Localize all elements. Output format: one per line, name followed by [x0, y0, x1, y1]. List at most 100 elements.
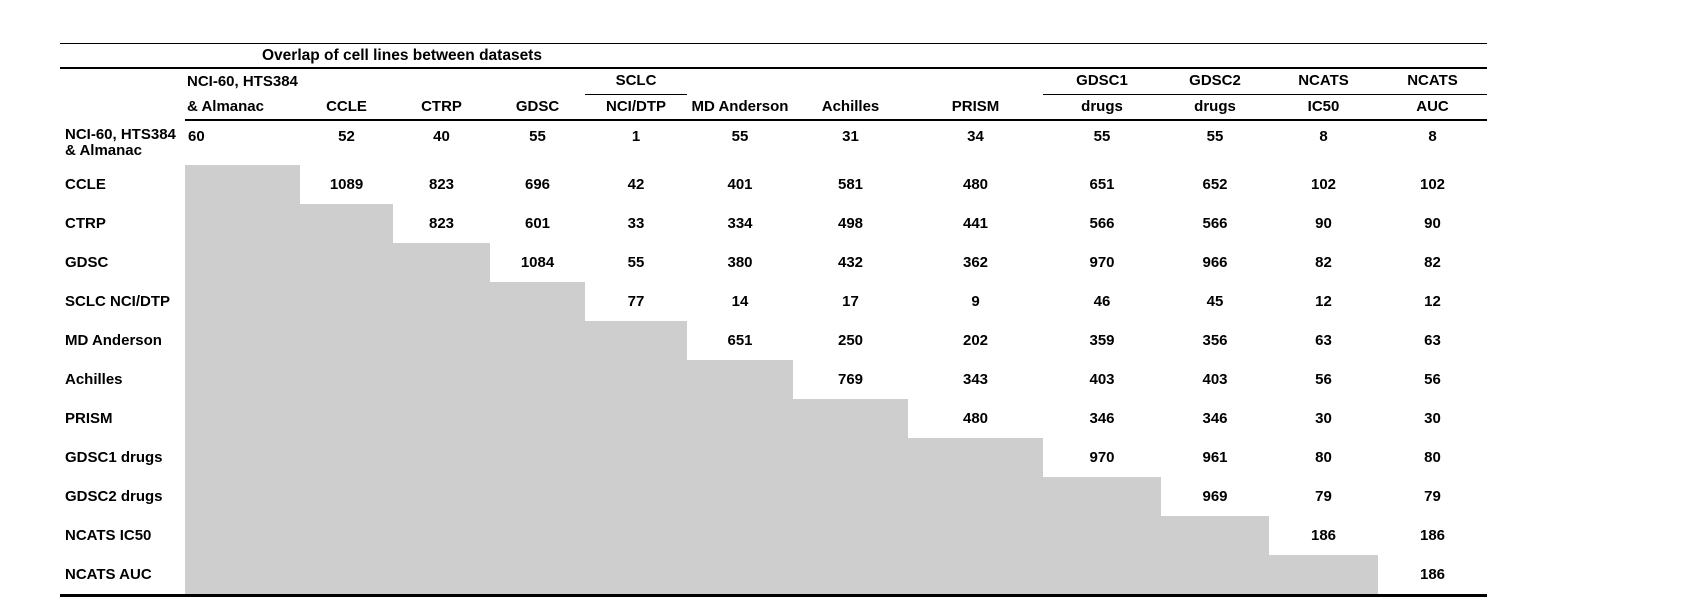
shaded-cell [490, 360, 585, 399]
overlap-value-cell: 17 [842, 293, 859, 310]
shaded-cell [393, 282, 490, 321]
shaded-cell [300, 516, 393, 555]
shaded-cell [490, 555, 585, 594]
overlap-value-cell: 102 [1310, 176, 1337, 193]
column-header-line1 [393, 69, 490, 94]
shaded-cell [908, 516, 1043, 555]
corner-cell [60, 94, 185, 120]
overlap-value-cell: 1084 [520, 254, 555, 271]
overlap-value-cell: 14 [731, 293, 749, 310]
overlap-value-cell: 403 [1089, 371, 1115, 388]
overlap-value-cell: 356 [1202, 332, 1228, 349]
overlap-value-cell: 30 [1315, 410, 1332, 427]
shaded-cell [185, 555, 300, 594]
overlap-value-cell: 56 [1315, 371, 1332, 388]
column-header-line1 [793, 69, 908, 94]
column-header-line1 [490, 69, 585, 94]
column-header: MD Anderson [687, 94, 793, 121]
column-header: Achilles [793, 94, 908, 121]
column-header-line1 [687, 69, 793, 94]
table-row: NCATS AUC 186 [60, 555, 1487, 594]
overlap-value-cell: 82 [1315, 254, 1332, 271]
overlap-value-cell: 362 [962, 254, 989, 271]
shaded-cell [300, 477, 393, 516]
overlap-value-cell: 966 [1202, 254, 1228, 271]
column-header-line1: NCATS [1378, 69, 1487, 95]
overlap-value-cell: 82 [1424, 254, 1441, 271]
overlap-value-cell: 403 [1202, 371, 1228, 388]
shaded-cell [300, 438, 393, 477]
overlap-value-cell: 823 [428, 215, 455, 232]
overlap-value-cell: 90 [1424, 215, 1441, 232]
column-header-line1 [908, 69, 1043, 94]
row-label: CTRP [65, 214, 106, 232]
overlap-value-cell: 432 [837, 254, 864, 271]
overlap-value-cell: 52 [338, 128, 355, 145]
shaded-cell [585, 516, 687, 555]
overlap-value-cell: 12 [1424, 293, 1441, 310]
table-header: NCI-60, HTS384 SCLC GDSC1 GDSC2 NCATS NCATS & … [60, 69, 1487, 121]
shaded-cell [490, 516, 585, 555]
overlap-value-cell: 566 [1202, 215, 1228, 232]
shaded-cell [687, 360, 793, 399]
shaded-cell [185, 165, 300, 204]
shaded-cell [793, 399, 908, 438]
row-label: NCI-60, HTS384 & Almanac [65, 126, 176, 159]
row-label: NCATS AUC [65, 565, 152, 583]
row-label: PRISM [65, 409, 113, 427]
overlap-value-cell: 480 [962, 176, 989, 193]
overlap-value-cell: 334 [727, 215, 753, 232]
corner-cell [60, 69, 185, 94]
overlap-value-cell: 961 [1202, 449, 1228, 466]
shaded-cell [393, 360, 490, 399]
overlap-value-cell: 498 [837, 215, 864, 232]
shaded-cell [1043, 555, 1161, 594]
shaded-cell [687, 477, 793, 516]
shaded-cell [1043, 477, 1161, 516]
overlap-value-cell: 31 [842, 128, 859, 145]
overlap-value-cell: 696 [524, 176, 551, 193]
shaded-cell [185, 204, 300, 243]
shaded-cell [793, 516, 908, 555]
column-header-line1 [300, 69, 393, 94]
shaded-cell [490, 477, 585, 516]
shaded-cell [185, 477, 300, 516]
table-row: NCI-60, HTS384 & Almanac 60 52 40 55 1 55 31 34 5… [60, 120, 1487, 165]
overlap-value-cell: 77 [627, 293, 645, 310]
overlap-value-cell: 581 [837, 176, 864, 193]
column-header: & Almanac [185, 94, 300, 121]
shaded-cell [393, 555, 490, 594]
column-header: AUC [1378, 94, 1487, 121]
shaded-cell [490, 282, 585, 321]
overlap-value-cell: 652 [1202, 176, 1228, 193]
overlap-value-cell: 79 [1424, 488, 1441, 505]
column-header-line1: NCI-60, HTS384 [187, 72, 298, 90]
shaded-cell [585, 321, 687, 360]
overlap-value-cell: 651 [1089, 176, 1115, 193]
shaded-cell [793, 438, 908, 477]
shaded-cell [490, 321, 585, 360]
shaded-cell [300, 243, 393, 282]
shaded-cell [185, 243, 300, 282]
overlap-value-cell: 970 [1089, 254, 1115, 271]
overlap-value-cell: 566 [1089, 215, 1115, 232]
row-label: GDSC2 drugs [65, 487, 163, 505]
overlap-value-cell: 45 [1206, 293, 1224, 310]
column-header: IC50 [1269, 94, 1378, 121]
table-title-text: Overlap of cell lines between datasets [262, 47, 542, 64]
overlap-value-cell: 55 [529, 128, 546, 145]
overlap-value-cell: 769 [837, 371, 864, 388]
overlap-value-cell: 343 [962, 371, 989, 388]
shaded-cell [393, 243, 490, 282]
header-row-group: NCI-60, HTS384 SCLC GDSC1 GDSC2 NCATS NCATS [60, 69, 1487, 95]
overlap-value-cell: 186 [1419, 566, 1446, 583]
overlap-value-cell: 56 [1424, 371, 1441, 388]
overlap-value-cell: 8 [1428, 128, 1437, 145]
overlap-value-cell: 601 [524, 215, 551, 232]
overlap-value-cell: 34 [967, 128, 984, 145]
table-row: CTRP 823 601 33 334 498 441 566 566 90 90 [60, 204, 1487, 243]
overlap-value-cell: 30 [1424, 410, 1441, 427]
shaded-cell [1043, 516, 1161, 555]
data-table: NCI-60, HTS384 SCLC GDSC1 GDSC2 NCATS NCATS & … [60, 69, 1487, 594]
shaded-cell [908, 438, 1043, 477]
